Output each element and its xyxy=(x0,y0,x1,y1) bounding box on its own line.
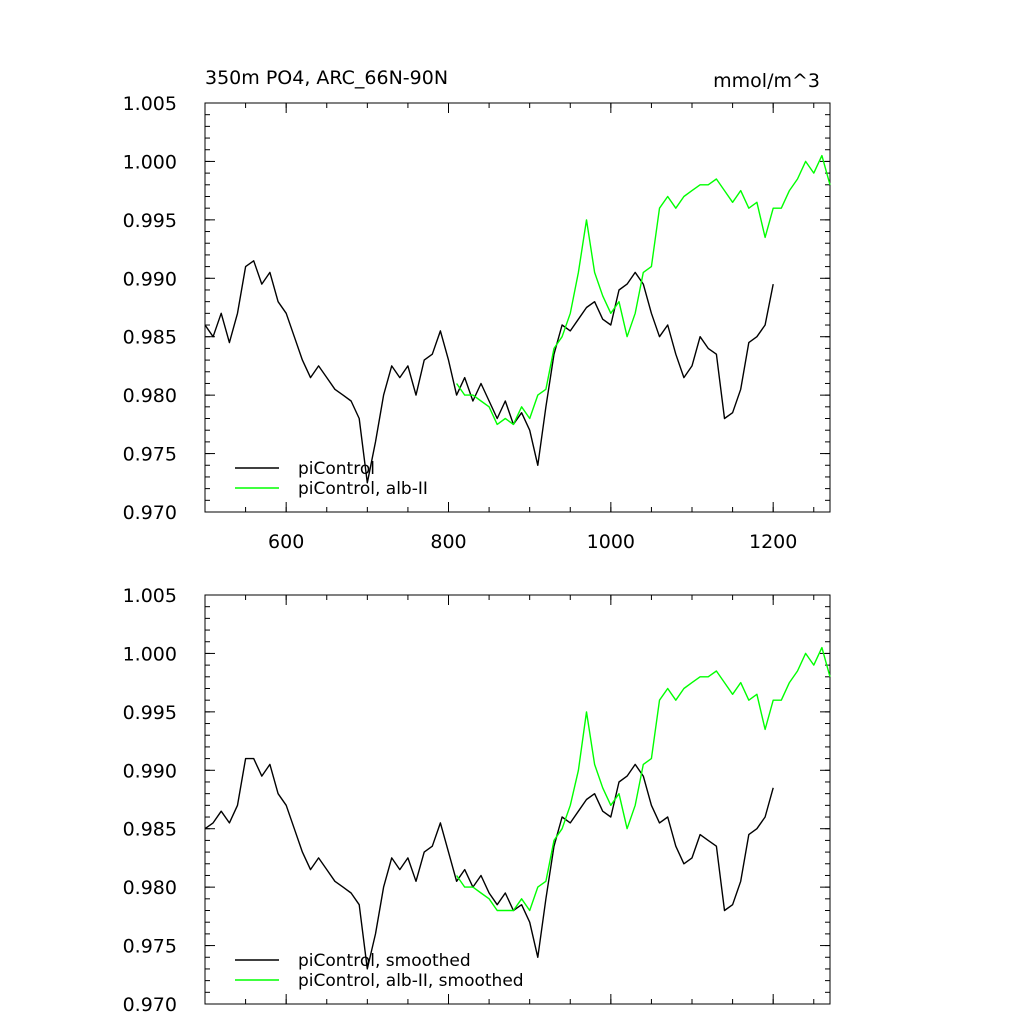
y-tick-label: 1.000 xyxy=(123,643,177,665)
y-tick-label: 0.995 xyxy=(123,702,177,724)
plot-frame xyxy=(204,102,831,513)
series-line xyxy=(456,154,831,426)
y-tick-label: 0.990 xyxy=(123,760,177,782)
y-tick-label: 0.970 xyxy=(123,994,177,1016)
y-tick-label: 0.985 xyxy=(123,819,177,841)
y-tick-label: 0.970 xyxy=(123,502,177,524)
x-tick-label: 1000 xyxy=(587,531,635,553)
legend-label: piControl, alb-II xyxy=(298,479,428,499)
bottom-chart-panel: 0.970 0.975 0.980 0.985 0.990 0.995 1.000 1.005… xyxy=(123,585,831,1016)
y-tick-label: 0.985 xyxy=(123,327,177,349)
y-tick-label: 1.000 xyxy=(123,151,177,173)
y-tick-label: 0.980 xyxy=(123,385,177,407)
y-tick-label: 0.975 xyxy=(123,936,177,958)
x-tick-label: 800 xyxy=(430,531,466,553)
series-line xyxy=(204,260,774,484)
series-line xyxy=(204,757,774,970)
series-line xyxy=(456,646,831,912)
x-tick-label: 1200 xyxy=(749,531,797,553)
x-tick-label: 600 xyxy=(268,531,304,553)
y-tick-label: 1.005 xyxy=(123,93,177,115)
y-tick-label: 0.980 xyxy=(123,877,177,899)
plot-frame xyxy=(204,594,831,1005)
y-tick-label: 0.975 xyxy=(123,444,177,466)
legend-label: piControl, alb-II, smoothed xyxy=(298,971,524,991)
y-tick-label: 0.990 xyxy=(123,268,177,290)
y-tick-label: 0.995 xyxy=(123,210,177,232)
legend-label: piControl xyxy=(298,459,375,479)
top-chart-panel: 0.970 0.975 0.980 0.985 0.990 0.995 1.000 1.005… xyxy=(123,93,831,553)
y-tick-label: 1.005 xyxy=(123,585,177,607)
units-label: mmol/m^3 xyxy=(713,70,820,92)
chart-title: 350m PO4, ARC_66N-90N xyxy=(205,67,448,89)
legend-label: piControl, smoothed xyxy=(298,951,471,971)
